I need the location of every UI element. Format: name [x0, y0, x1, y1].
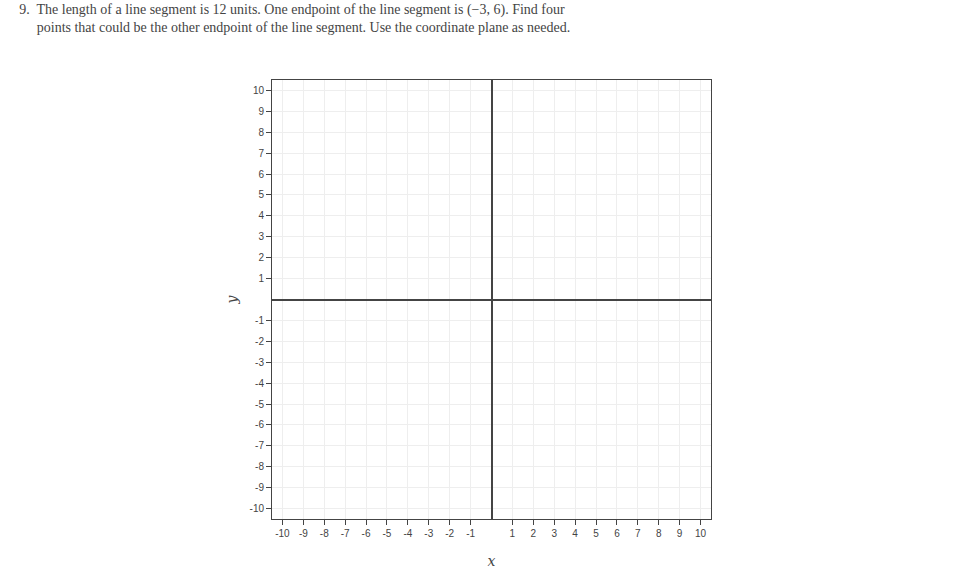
svg-text:-5: -5: [255, 399, 264, 410]
svg-text:10: 10: [253, 85, 265, 96]
svg-text:y: y: [224, 294, 240, 304]
svg-text:-10: -10: [250, 503, 265, 514]
svg-text:-7: -7: [341, 528, 350, 539]
svg-text:-9: -9: [299, 528, 308, 539]
svg-text:6: 6: [614, 528, 620, 539]
svg-text:2: 2: [531, 528, 537, 539]
svg-text:-4: -4: [255, 378, 264, 389]
svg-text:7: 7: [635, 528, 641, 539]
svg-text:4: 4: [258, 210, 264, 221]
svg-text:1: 1: [510, 528, 516, 539]
svg-text:-3: -3: [255, 357, 264, 368]
svg-text:-6: -6: [362, 528, 371, 539]
svg-text:8: 8: [258, 127, 264, 138]
svg-text:6: 6: [258, 169, 264, 180]
svg-text:3: 3: [551, 528, 557, 539]
svg-text:-1: -1: [466, 528, 475, 539]
svg-text:8: 8: [656, 528, 662, 539]
svg-text:9. The length of a line segme: 9. The length of a line segment is 12 un…: [19, 2, 570, 35]
svg-text:-2: -2: [445, 528, 454, 539]
svg-text:10: 10: [695, 528, 707, 539]
svg-text:-10: -10: [275, 528, 290, 539]
svg-text:x: x: [488, 553, 496, 569]
svg-text:-1: -1: [255, 315, 264, 326]
svg-text:-6: -6: [255, 419, 264, 430]
svg-text:7: 7: [258, 148, 264, 159]
svg-text:-8: -8: [320, 528, 329, 539]
svg-text:-7: -7: [255, 440, 264, 451]
svg-text:-3: -3: [424, 528, 433, 539]
svg-text:9: 9: [258, 106, 264, 117]
svg-text:-8: -8: [255, 461, 264, 472]
svg-text:4: 4: [572, 528, 578, 539]
svg-text:2: 2: [258, 252, 264, 263]
svg-text:-4: -4: [403, 528, 412, 539]
svg-text:5: 5: [593, 528, 599, 539]
svg-text:-5: -5: [383, 528, 392, 539]
svg-text:-9: -9: [255, 482, 264, 493]
svg-text:9: 9: [677, 528, 683, 539]
svg-text:1: 1: [258, 273, 264, 284]
svg-text:5: 5: [258, 189, 264, 200]
svg-text:-2: -2: [255, 336, 264, 347]
svg-text:3: 3: [258, 231, 264, 242]
